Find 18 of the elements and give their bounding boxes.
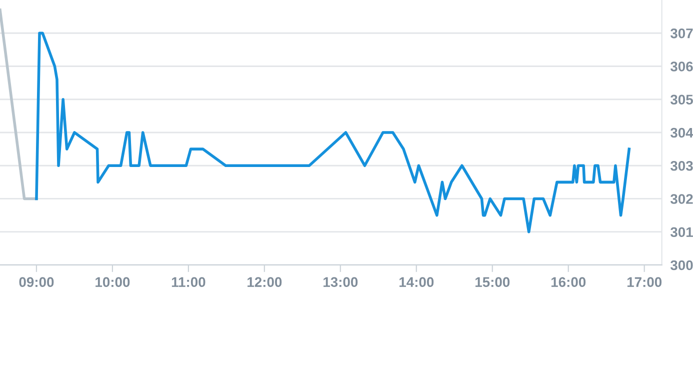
y-tick-label: 303 [670,160,693,171]
y-tick-label: 305 [670,94,693,105]
y-tick-label: 307 [670,28,693,38]
y-tick-label: 300 [670,260,693,270]
x-tick-label: 16:00 [551,277,586,287]
x-tick-label: 12:00 [248,277,282,287]
x-tick-label: 09:00 [19,277,54,287]
x-tick-label: 14:00 [400,277,434,287]
y-tick-label: 306 [670,62,693,72]
y-tick-label: 302 [670,194,693,204]
y-tick-label: 304 [670,128,693,138]
line-series [35,32,631,234]
x-tick-label: 11:00 [172,277,206,287]
x-tick-label: 13:00 [324,277,358,288]
x-tick-label: 17:00 [627,277,662,287]
y-tick-label: 301 [670,227,693,238]
x-tick-label: 10:00 [96,277,130,287]
x-tick-label: 15:00 [475,277,510,287]
